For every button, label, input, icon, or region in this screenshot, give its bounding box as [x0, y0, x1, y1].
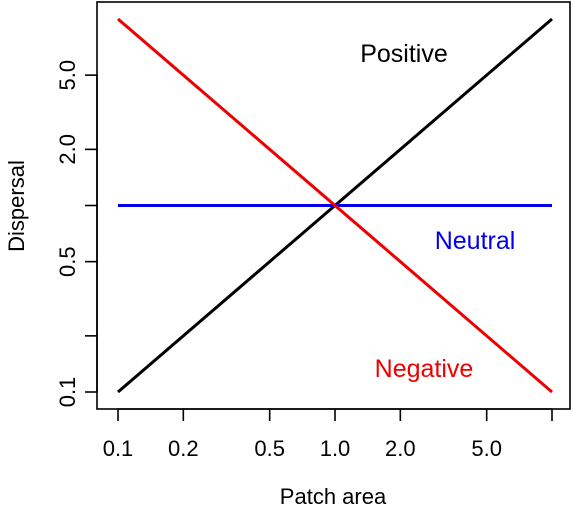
series-labels: Positive Neutral Negative — [360, 40, 515, 383]
series-label-negative: Negative — [375, 355, 474, 383]
x-tick-label: 2.0 — [385, 436, 416, 461]
y-tick-label: 2.0 — [55, 134, 80, 165]
x-axis-label: Patch area — [280, 484, 387, 509]
y-axis-label: Dispersal — [4, 160, 29, 252]
x-axis: 0.1 0.2 0.5 1.0 2.0 5.0 — [103, 408, 553, 461]
x-tick-label: 0.1 — [103, 436, 134, 461]
series-label-positive: Positive — [360, 40, 448, 68]
y-tick-label: 5.0 — [55, 60, 80, 91]
series-lines — [117, 17, 553, 394]
x-tick-label: 0.5 — [254, 436, 285, 461]
x-tick-label: 0.2 — [168, 436, 199, 461]
series-label-neutral: Neutral — [435, 227, 516, 255]
series-line-negative — [117, 17, 553, 394]
y-tick-label: 0.1 — [55, 377, 80, 408]
x-tick-label: 1.0 — [320, 436, 351, 461]
y-axis: 0.1 0.5 2.0 5.0 — [55, 60, 98, 408]
x-tick-label: 5.0 — [471, 436, 502, 461]
y-tick-label: 0.5 — [55, 246, 80, 277]
